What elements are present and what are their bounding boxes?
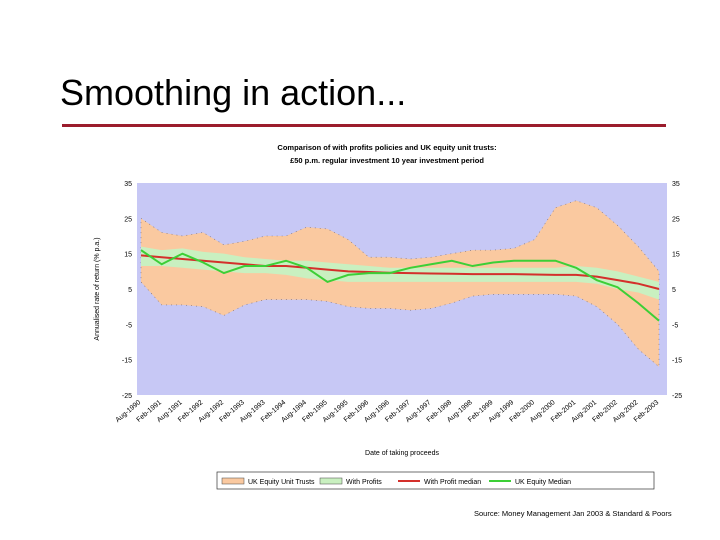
series-line-3	[140, 249, 660, 322]
y-tick-label: 35	[124, 181, 132, 188]
y-axis-label: Annualised rate of return (% p.a.)	[94, 237, 101, 340]
right-axis-label: -15	[672, 358, 682, 365]
chart-title: Comparison of with profits policies and …	[277, 143, 496, 152]
chart-subtitle: £50 p.m. regular investment 10 year inve…	[290, 156, 484, 165]
series-band-0	[140, 200, 660, 368]
y-tick-label: -15	[122, 358, 132, 365]
x-axis-label: Date of taking proceeds	[365, 450, 439, 457]
y-tick-label: -5	[126, 322, 132, 329]
legend-label: UK Equity Median	[515, 479, 571, 486]
y-tick-label: -25	[122, 393, 132, 400]
title-rule	[62, 124, 666, 127]
right-axis-label: 35	[672, 181, 680, 188]
right-axis-label: 5	[672, 287, 676, 294]
y-tick-label: 25	[124, 216, 132, 223]
legend-swatch	[221, 477, 245, 485]
series-line-2	[140, 254, 660, 290]
right-axis-label: -25	[672, 393, 682, 400]
y-tick-label: 5	[128, 287, 132, 294]
right-axis-label: -5	[672, 322, 678, 329]
source-note: Source: Money Management Jan 2003 & Stan…	[474, 509, 672, 518]
legend: UK Equity Unit Trusts With Profits With Pr…	[216, 471, 655, 490]
right-axis-label: 25	[672, 216, 680, 223]
legend-label: With Profits	[346, 479, 382, 486]
slide-title: Smoothing in action...	[60, 72, 407, 113]
legend-label: UK Equity Unit Trusts	[248, 479, 315, 486]
y-tick-label: 15	[124, 252, 132, 259]
legend-swatch	[319, 477, 343, 485]
right-axis-label: 15	[672, 252, 680, 259]
legend-label: With Profit median	[424, 479, 481, 486]
legend-box	[216, 471, 655, 490]
